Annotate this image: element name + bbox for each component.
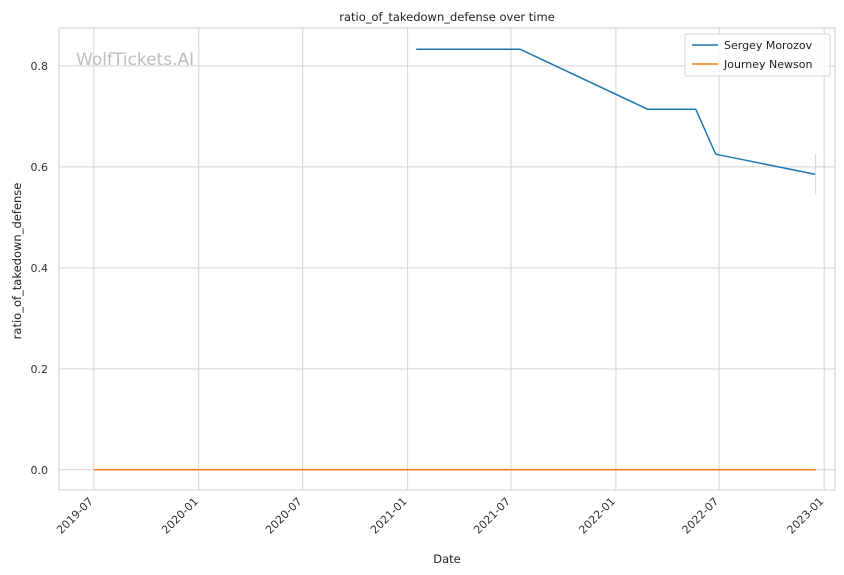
y-tick-label: 0.4 (31, 262, 49, 275)
x-tick-label: 2022-01 (576, 495, 618, 537)
y-axis-ticks: 0.0 0.2 0.4 0.6 0.8 (31, 60, 49, 477)
legend: Sergey Morozov Journey Newson (684, 33, 831, 77)
y-tick-label: 0.0 (31, 464, 49, 477)
x-tick-label: 2021-01 (368, 495, 410, 537)
x-tick-label: 2020-07 (263, 495, 305, 537)
y-axis-label: ratio_of_takedown_defense (10, 183, 24, 340)
legend-box (684, 33, 831, 77)
plot-frame (58, 27, 836, 491)
x-tick-label: 2021-07 (471, 495, 513, 537)
x-tick-label: 2022-07 (680, 495, 722, 537)
series-layer (93, 48, 817, 471)
x-axis-label: Date (433, 552, 461, 566)
y-tick-label: 0.6 (31, 161, 49, 174)
chart-title: ratio_of_takedown_defense over time (339, 10, 555, 24)
y-tick-label: 0.2 (31, 363, 49, 376)
watermark: WolfTickets.AI (76, 50, 194, 70)
x-axis-ticks: 2019-07 2020-01 2020-07 2021-01 2021-07 2022-… (54, 495, 826, 537)
series-line-sergey-morozov (416, 48, 816, 176)
y-tick-label: 0.8 (31, 60, 49, 73)
legend-label-sergey-morozov: Sergey Morozov (724, 39, 813, 52)
x-tick-label: 2019-07 (54, 495, 96, 537)
legend-label-journey-newson: Journey Newson (723, 58, 812, 71)
x-tick-label: 2020-01 (159, 495, 201, 537)
x-tick-label: 2023-01 (785, 495, 827, 537)
grid (59, 28, 835, 490)
